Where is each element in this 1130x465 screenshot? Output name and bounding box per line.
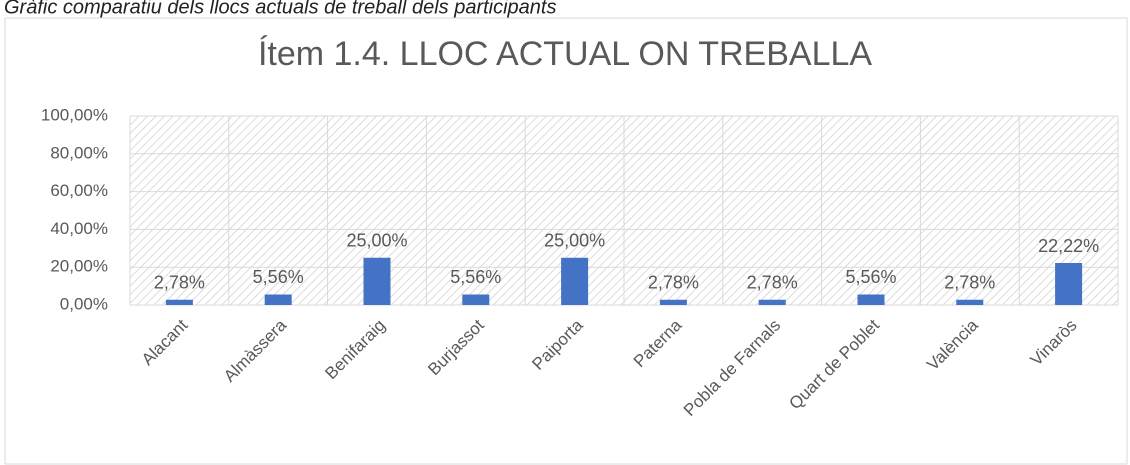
data-label: 2,78% [747,272,798,292]
caption: Gràfic comparatiu dels llocs actuals de … [4,0,556,18]
data-label: 25,00% [544,231,605,251]
bar [264,294,292,305]
chart-title: Ítem 1.4. LLOC ACTUAL ON TREBALLA [258,35,872,73]
data-label: 22,22% [1038,236,1099,256]
data-label: 5,56% [253,267,304,287]
data-label: 2,78% [648,272,699,292]
bar [462,294,490,305]
data-label: 2,78% [944,272,995,292]
bar [561,257,589,305]
y-tick-label: 80,00% [50,143,108,162]
bar [857,294,885,305]
y-tick-label: 20,00% [50,257,108,276]
y-tick-label: 40,00% [50,219,108,238]
bar [659,299,687,305]
data-label: 2,78% [154,272,205,292]
bar [165,299,193,305]
bar [956,299,984,305]
y-tick-label: 60,00% [50,181,108,200]
data-label: 25,00% [346,231,407,251]
bar [363,257,391,305]
y-tick-label: 100,00% [41,105,108,124]
bar [1055,263,1083,305]
data-label: 5,56% [845,267,896,287]
data-label: 5,56% [450,267,501,287]
y-tick-label: 0,00% [60,294,108,313]
bar [758,299,786,305]
